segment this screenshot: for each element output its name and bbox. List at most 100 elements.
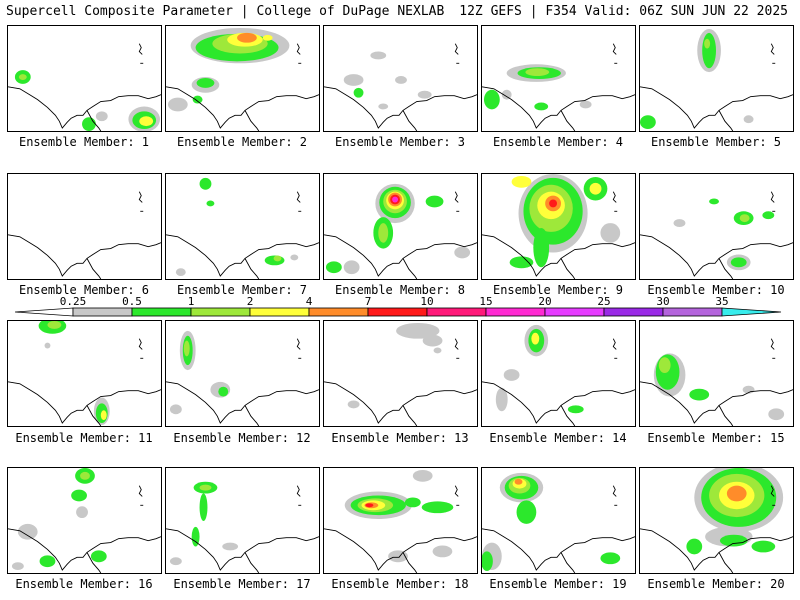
coastline [640, 86, 793, 129]
scp-contour [47, 321, 62, 329]
legend-swatch [662, 307, 723, 317]
ensemble-map-17 [165, 467, 320, 574]
island-outline [770, 191, 775, 203]
map-plot [640, 191, 793, 279]
scp-contour [739, 214, 750, 223]
ensemble-member-label: Ensemble Member: 4 [492, 135, 624, 149]
legend-bar: 0.25 0.5 1 2 4 7 10 15 20 25 30 35 [15, 295, 782, 317]
ensemble-member-label: Ensemble Member: 18 [331, 577, 469, 591]
ensemble-member-label: Ensemble Member: 7 [176, 283, 308, 297]
scp-contour [534, 102, 549, 111]
border-line [560, 258, 576, 279]
island-outline [612, 338, 617, 350]
ensemble-map-3 [323, 25, 478, 132]
scp-contour [511, 175, 532, 188]
map-plot [640, 468, 793, 573]
scp-contour [388, 550, 408, 563]
legend-tick-label: 1 [188, 295, 195, 308]
ensemble-map-5 [639, 25, 794, 132]
scp-contour [396, 322, 440, 339]
scp-contour [175, 268, 186, 277]
scp-contour [673, 219, 686, 227]
border-line [560, 552, 576, 573]
legend-tick-label: 2 [247, 295, 254, 308]
scp-contour [44, 342, 51, 349]
scp-contour [100, 410, 107, 421]
island-outline [138, 43, 143, 55]
scp-contour [343, 74, 364, 86]
scp-contour [11, 562, 24, 571]
scp-contour [516, 500, 537, 524]
map-plot [8, 468, 161, 573]
map-plot [166, 330, 319, 426]
scp-contour [353, 87, 364, 98]
border-line [560, 405, 576, 426]
scp-contour [533, 227, 550, 268]
scp-contour [169, 557, 182, 566]
border-line [244, 552, 260, 573]
scp-contour [743, 115, 754, 124]
map-plot [482, 324, 635, 426]
coastline [482, 381, 635, 424]
ensemble-map-14 [481, 320, 636, 427]
border-line [718, 258, 734, 279]
ensemble-map-12 [165, 320, 320, 427]
ensemble-member-label: Ensemble Member: 6 [18, 283, 150, 297]
border-line [718, 405, 734, 426]
legend-tick-label: 10 [420, 295, 433, 308]
map-plot [8, 191, 161, 279]
map-plot [8, 321, 161, 426]
border-line [244, 110, 260, 131]
coastline [8, 528, 161, 571]
coastline [640, 528, 793, 571]
legend-tick-label: 7 [365, 295, 372, 308]
map-plot [166, 481, 319, 573]
map-plot [482, 174, 635, 279]
coastline [324, 234, 477, 277]
scp-contour [640, 115, 656, 130]
ensemble-map-8 [323, 173, 478, 280]
island-outline [138, 338, 143, 350]
scp-contour [514, 478, 523, 485]
scp-contour [196, 78, 215, 88]
scp-contour [17, 523, 38, 540]
legend-swatch [485, 307, 546, 317]
map-plot [324, 322, 477, 426]
ensemble-member-label: Ensemble Member: 2 [176, 135, 308, 149]
island-outline [138, 191, 143, 203]
map-plot [324, 183, 477, 279]
ensemble-member-label: Ensemble Member: 10 [647, 283, 785, 297]
ensemble-member-label: Ensemble Member: 15 [647, 431, 785, 445]
coastline [640, 234, 793, 277]
island-outline [454, 338, 459, 350]
map-plot [640, 338, 793, 426]
ensemble-map-20 [639, 467, 794, 574]
legend-tick-label: 30 [656, 295, 669, 308]
scp-contour [290, 254, 299, 261]
island-outline [296, 485, 301, 497]
ensemble-member-label: Ensemble Member: 13 [331, 431, 469, 445]
scp-contour [509, 256, 534, 269]
scp-contour [421, 501, 454, 514]
legend-swatch [367, 307, 428, 317]
legend-tick-label: 35 [715, 295, 728, 308]
page-title: Supercell Composite Parameter | College … [6, 4, 445, 19]
ensemble-map-19 [481, 467, 636, 574]
scp-contour [378, 223, 389, 243]
coastline [324, 381, 477, 424]
ensemble-member-label: Ensemble Member: 1 [18, 135, 150, 149]
map-plot [8, 43, 161, 131]
scp-contour [192, 95, 203, 104]
scp-contour [525, 68, 550, 77]
border-line [244, 258, 260, 279]
scp-contour [370, 51, 387, 60]
map-plot [166, 27, 319, 131]
ensemble-map-10 [639, 173, 794, 280]
scp-contour [709, 198, 719, 205]
scp-contour [531, 332, 540, 345]
scp-contour [454, 246, 471, 259]
border-line [86, 258, 102, 279]
scp-contour [82, 117, 96, 131]
island-outline [612, 485, 617, 497]
ensemble-map-1 [7, 25, 162, 132]
